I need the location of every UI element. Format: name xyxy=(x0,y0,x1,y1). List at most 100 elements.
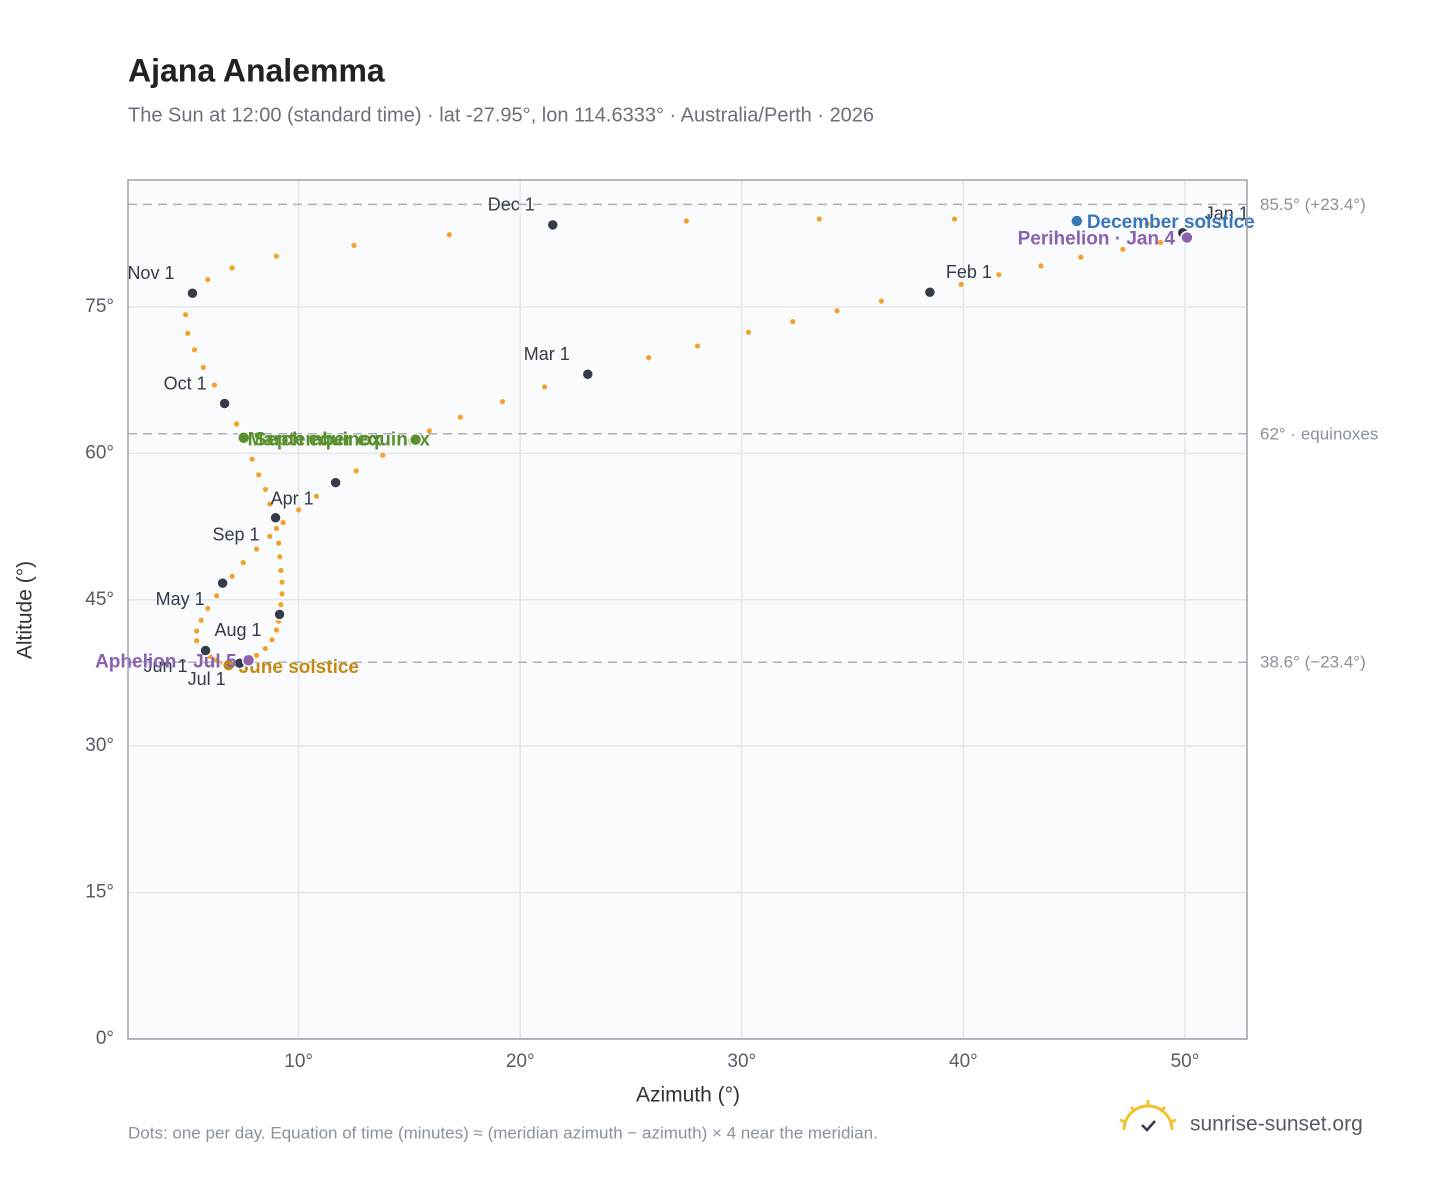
x-axis-title: Azimuth (°) xyxy=(636,1084,740,1107)
month-label: Nov 1 xyxy=(127,263,174,283)
day-dot xyxy=(262,486,268,493)
month-marker xyxy=(923,286,937,299)
event-label: March equinox xyxy=(248,430,383,451)
day-dot xyxy=(1120,246,1126,252)
brand-logo xyxy=(1119,1100,1177,1132)
y-tick-label: 15° xyxy=(85,882,114,903)
month-label: Aug 1 xyxy=(215,620,262,640)
x-tick-label: 30° xyxy=(727,1051,756,1072)
day-dot xyxy=(269,637,275,643)
day-dot xyxy=(198,617,204,623)
month-marker xyxy=(329,476,342,489)
day-dot xyxy=(646,355,652,361)
x-tick-label: 10° xyxy=(284,1051,313,1072)
day-dot xyxy=(240,560,246,566)
day-dot xyxy=(280,520,286,526)
day-dot xyxy=(313,493,319,499)
day-dot xyxy=(253,546,260,552)
day-dot xyxy=(214,657,220,663)
month-label: Dec 1 xyxy=(488,195,535,215)
day-dot xyxy=(951,216,958,222)
day-dot xyxy=(249,456,255,462)
day-dot xyxy=(194,628,200,634)
month-label: Oct 1 xyxy=(164,373,207,393)
day-dot xyxy=(211,382,218,388)
month-marker xyxy=(199,644,212,657)
day-dot xyxy=(351,242,357,249)
month-marker xyxy=(218,397,231,410)
y-tick-label: 45° xyxy=(85,589,114,610)
day-dot xyxy=(790,318,796,325)
brand: sunrise-sunset.org xyxy=(1190,1113,1363,1136)
day-dot xyxy=(457,414,463,420)
day-dot xyxy=(816,216,822,222)
chart-title: Ajana Analemma xyxy=(128,52,385,88)
day-dot xyxy=(380,452,386,458)
y-tick-label: 30° xyxy=(85,735,114,756)
day-dot xyxy=(1038,263,1044,269)
month-label: Jun 1 xyxy=(144,656,188,676)
month-label: Jul 1 xyxy=(188,669,226,689)
event-label: Aphelion · Jul 5 xyxy=(95,651,237,672)
day-dot xyxy=(683,218,689,224)
day-dot xyxy=(200,364,206,371)
y-tick-label: 0° xyxy=(96,1028,114,1049)
month-marker xyxy=(546,218,560,232)
day-dot xyxy=(1157,239,1164,246)
day-dot xyxy=(834,308,840,314)
day-dot xyxy=(256,472,262,478)
day-dot xyxy=(353,468,359,474)
plot-area xyxy=(128,180,1247,1039)
day-dot xyxy=(745,329,752,335)
day-dot xyxy=(541,384,548,390)
day-dot xyxy=(446,232,452,238)
day-dot xyxy=(205,276,211,283)
plot-frame xyxy=(127,179,1248,1040)
day-dot xyxy=(191,347,198,353)
y-tick-label: 75° xyxy=(85,296,114,317)
day-dot xyxy=(958,281,964,288)
day-dot xyxy=(253,652,260,658)
day-dot xyxy=(233,421,240,427)
day-dot xyxy=(214,593,220,599)
month-label: May 1 xyxy=(156,589,205,609)
day-dot xyxy=(1144,221,1150,227)
day-dot xyxy=(273,253,280,259)
month-marker xyxy=(186,286,199,300)
day-dot xyxy=(229,573,235,579)
day-dot xyxy=(499,398,506,405)
day-dot xyxy=(277,554,283,560)
x-tick-label: 20° xyxy=(506,1051,535,1072)
event-label: September equinox xyxy=(254,430,431,451)
day-dot xyxy=(183,312,189,318)
day-dot xyxy=(185,330,191,336)
x-tick-label: 40° xyxy=(949,1051,978,1072)
event-marker xyxy=(236,430,251,445)
y-tick-label: 60° xyxy=(85,442,114,463)
month-label: Jan 1 xyxy=(1205,203,1249,223)
day-dot xyxy=(279,579,285,585)
month-marker xyxy=(269,511,282,524)
day-dot xyxy=(1078,254,1084,260)
event-marker xyxy=(1070,214,1084,228)
day-dot xyxy=(276,540,282,546)
reference-label: 62° · equinoxes xyxy=(1260,424,1378,443)
day-dot xyxy=(279,591,285,597)
event-label: December solstice xyxy=(1087,212,1255,233)
reference-label: 38.6° (−23.4°) xyxy=(1260,653,1366,672)
reference-label: 85.5° (+23.4°) xyxy=(1260,195,1366,214)
footnote: Dots: one per day. Equation of time (min… xyxy=(128,1123,878,1142)
event-marker xyxy=(241,653,256,668)
chart-subtitle: The Sun at 12:00 (standard time) · lat -… xyxy=(128,104,874,126)
day-dot xyxy=(426,428,432,434)
day-dot xyxy=(229,265,235,271)
month-label: Mar 1 xyxy=(524,344,570,364)
day-dot xyxy=(262,645,268,652)
day-dot xyxy=(267,501,273,507)
event-label: Perihelion · Jan 4 xyxy=(1018,229,1176,250)
day-dot xyxy=(273,525,280,532)
day-dot xyxy=(694,343,701,349)
day-dot xyxy=(296,507,302,513)
